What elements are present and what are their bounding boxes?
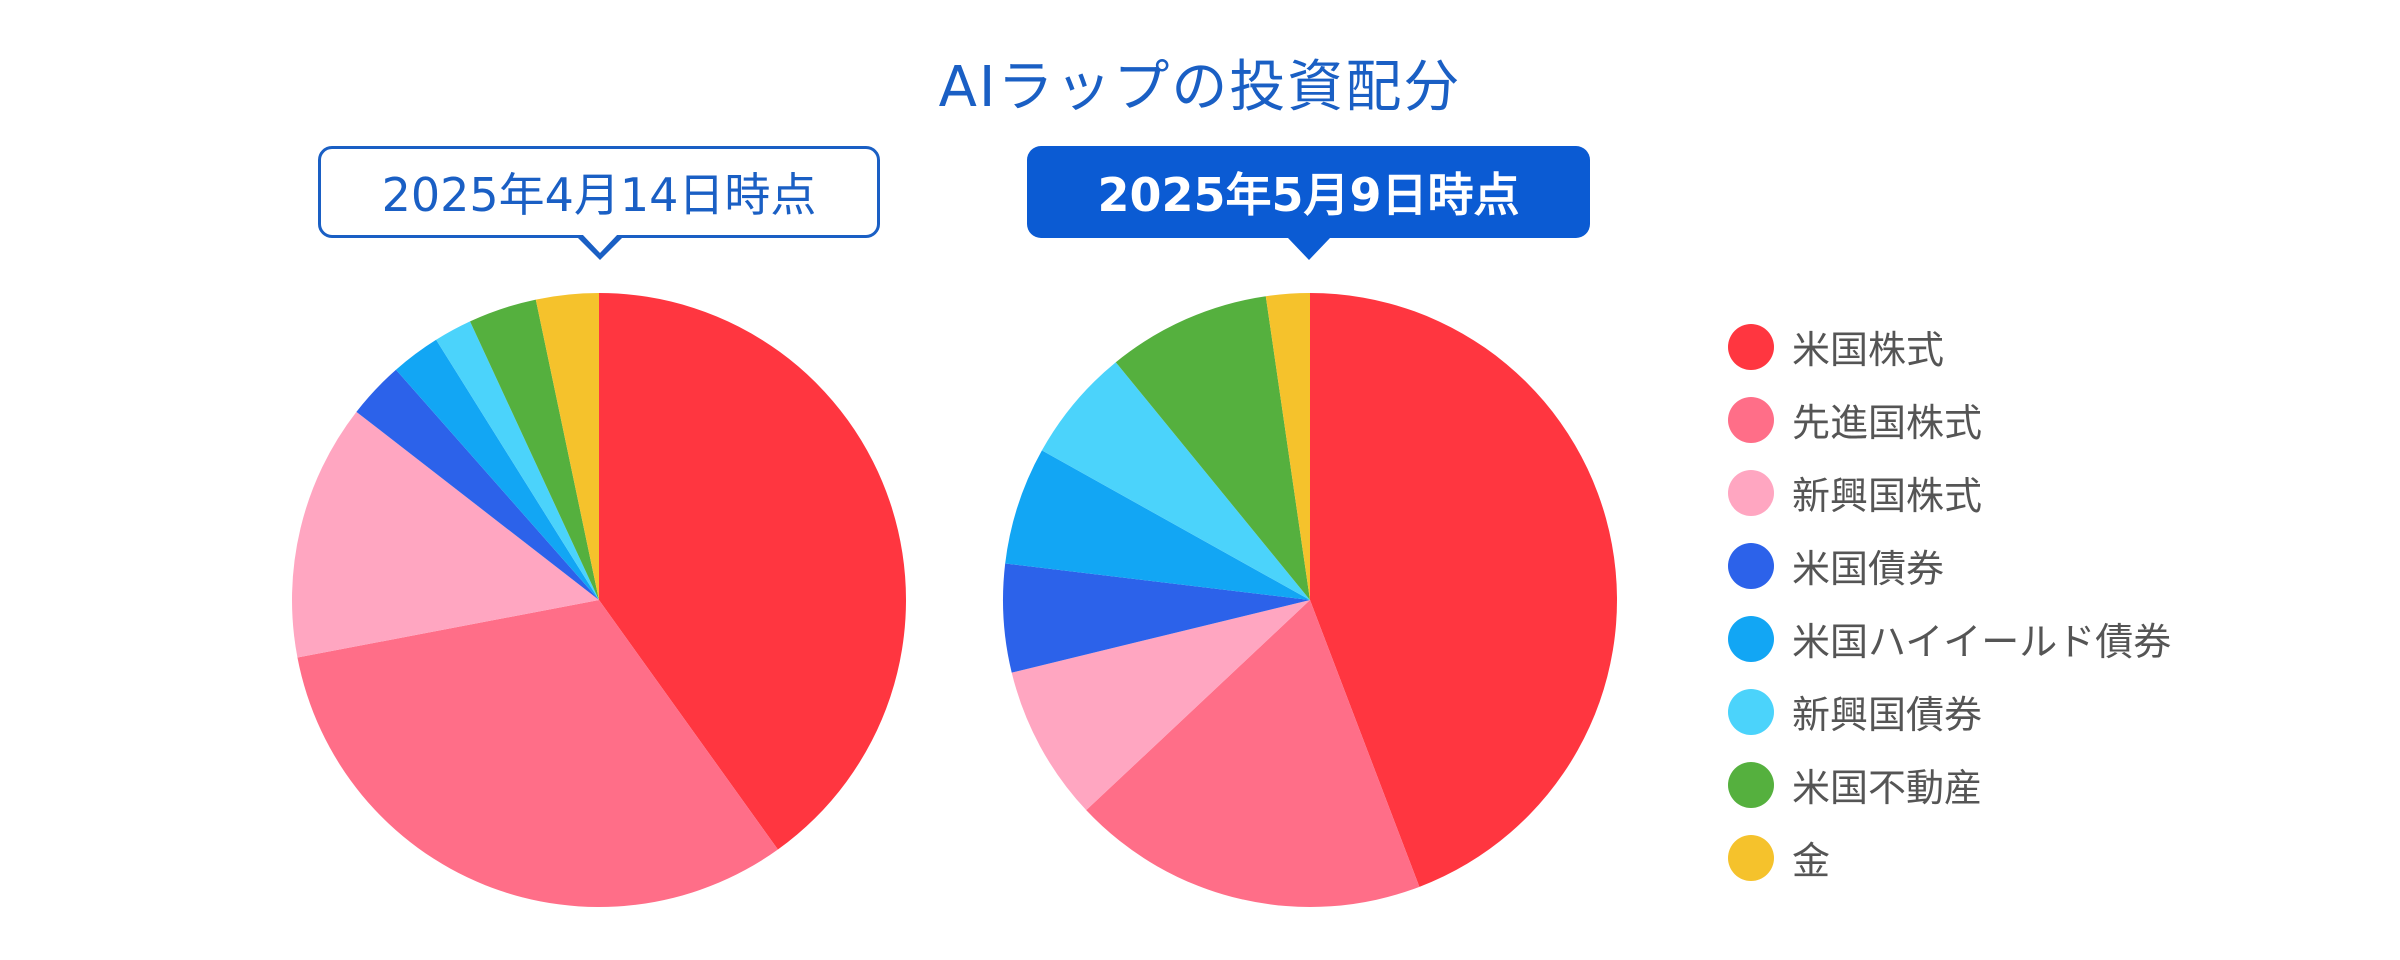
pie-slice-april-5 [436,321,599,600]
pie-slice-may-7 [1265,293,1310,600]
pie-may [1003,292,1618,908]
legend: 米国株式先進国株式新興国株式米国債券米国ハイイールド債券 新興国債券米国不動産金 [1728,310,2171,894]
legend-label: 米国ハイイールド債券 [1792,620,2172,664]
pie-slice-may-3 [1003,563,1310,673]
legend-swatch [1728,761,1774,808]
pie-slice-april-2 [292,411,599,658]
date-label-april: 2025年4月14日時点 [318,146,880,238]
legend-item: 金 [1728,821,2171,894]
pie-slice-april-4 [395,339,599,600]
legend-label: 先進国株式 [1792,401,1983,445]
pie-slice-april-3 [356,369,599,600]
pie-slice-may-6 [1115,296,1310,600]
legend-label: 新興国債券 [1792,693,1983,737]
legend-swatch [1728,469,1774,516]
legend-item: 米国株式 [1728,310,2171,383]
pie-slice-april-6 [470,299,599,600]
legend-swatch [1728,834,1774,881]
legend-item: 先進国株式 [1728,383,2171,456]
date-label-may-pointer [1288,238,1330,260]
legend-item: 米国債券 [1728,529,2171,602]
legend-swatch [1728,323,1774,370]
pie-slice-april-0 [599,293,907,850]
pie-slice-april-1 [297,600,778,908]
pie-slice-may-0 [1310,292,1618,887]
pie-april [292,293,907,908]
pie-slice-april-7 [535,293,599,600]
legend-item: 米国ハイイールド債券 [1728,602,2171,675]
chart-title: AIラップの投資配分 [938,55,1462,120]
pie-slice-may-2 [1011,600,1310,811]
date-label-may: 2025年5月9日時点 [1027,146,1590,238]
legend-label: 米国不動産 [1792,766,1983,810]
legend-swatch [1728,688,1774,735]
pie-slice-may-5 [1041,362,1310,600]
legend-label: 金 [1792,839,1831,883]
legend-swatch [1728,396,1774,443]
legend-item: 米国不動産 [1728,748,2171,821]
legend-swatch [1728,542,1774,589]
date-label-april-pointer-fill [582,234,618,253]
legend-label: 米国株式 [1792,328,1945,372]
legend-label: 新興国株式 [1792,474,1983,518]
legend-swatch [1728,615,1774,662]
pie-slice-may-1 [1086,600,1420,908]
pie-slice-may-4 [1005,450,1310,600]
legend-label: 米国債券 [1792,547,1945,591]
legend-item: 新興国債券 [1728,675,2171,748]
legend-item: 新興国株式 [1728,456,2171,529]
